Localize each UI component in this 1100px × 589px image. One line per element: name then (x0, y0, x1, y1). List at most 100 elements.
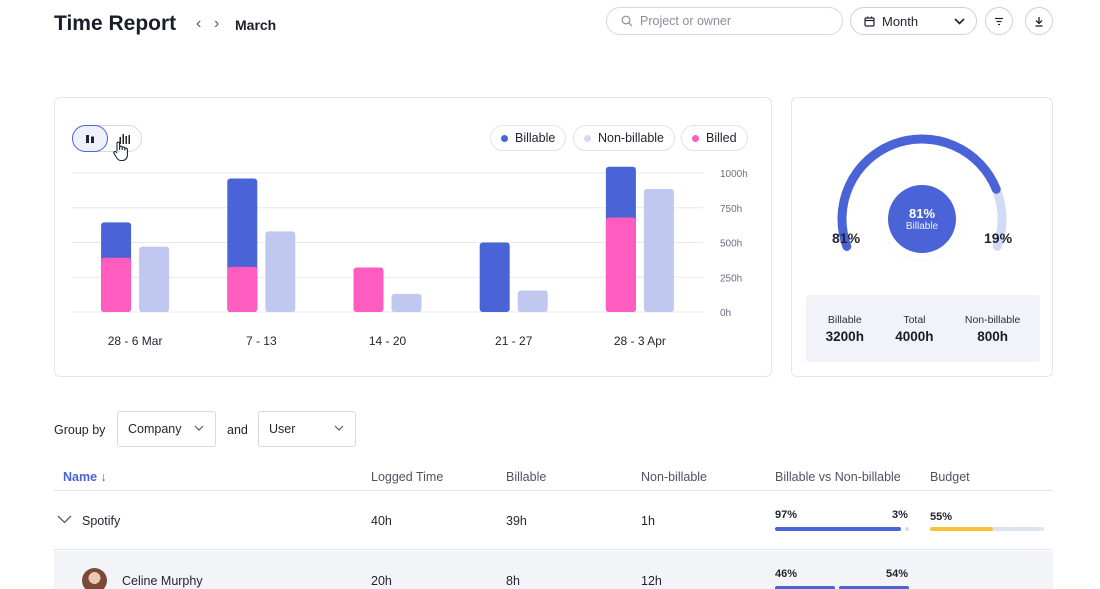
gauge-center-label: Billable (905, 221, 939, 232)
bar-nonbillable[interactable] (265, 231, 296, 312)
column-header-billable-vs-nonbillable[interactable]: Billable vs Non-billable (775, 470, 901, 484)
nonbillable-progress-bar (838, 586, 909, 589)
logged-time: 40h (371, 514, 392, 528)
hand-cursor-icon (113, 141, 128, 162)
select-value: User (269, 422, 296, 436)
bar-chart: 1000h 750h 500h 250h 0h 28 - 6 Mar 7 - 13 14 - … (72, 166, 748, 348)
download-button[interactable] (1025, 7, 1053, 35)
column-header-billable[interactable]: Billable (506, 470, 547, 484)
nonbillable-dot (584, 134, 591, 142)
period-select[interactable]: Month (850, 7, 977, 35)
current-month: March (235, 17, 277, 33)
x-tick-label: 21 - 27 (495, 334, 533, 348)
billed-dot (692, 134, 699, 142)
billable-progress-bar (775, 586, 835, 589)
table-row[interactable]: Spotify 40h 39h 1h 97% 3% 55% (54, 491, 1053, 550)
billable-progress-bar (775, 527, 902, 531)
bar-billed[interactable] (227, 266, 258, 312)
column-header-nonbillable[interactable]: Non-billable (641, 470, 708, 484)
legend-nonbillable[interactable]: Non-billable (573, 125, 676, 151)
total-value: 3200h (825, 328, 864, 344)
grouped-view-button[interactable] (106, 125, 142, 152)
nonbillable-time: 12h (641, 574, 662, 588)
billable-percent: 97% (775, 509, 798, 521)
total-nonbillable: Non-billable 800h (965, 314, 1020, 344)
column-header-name[interactable]: Name ↓ (63, 470, 107, 484)
search-icon (621, 15, 633, 27)
filter-button[interactable] (985, 7, 1013, 35)
column-header-logged-time[interactable]: Logged Time (371, 470, 444, 484)
bar-billed[interactable] (605, 217, 636, 312)
chevron-down-icon (954, 17, 965, 25)
calendar-icon (864, 16, 875, 27)
previous-month-button[interactable]: ‹ (196, 15, 202, 32)
bar-billed[interactable] (101, 257, 132, 312)
budget-progress-bar (930, 527, 993, 531)
total-label: Total (903, 313, 926, 326)
legend-label: Non-billable (598, 131, 665, 145)
download-icon (1035, 16, 1043, 27)
budget-percent: 55% (930, 511, 953, 523)
y-tick-label: 750h (720, 204, 742, 215)
column-header-budget[interactable]: Budget (930, 470, 970, 484)
period-label: Month (882, 13, 919, 29)
chevron-down-icon[interactable] (57, 515, 72, 524)
gauge-billable-percent: 81% (832, 230, 861, 246)
logged-time: 20h (371, 574, 392, 588)
bar-nonbillable[interactable] (391, 293, 422, 312)
chart-view-toggle (72, 125, 142, 152)
stacked-bars-icon (86, 134, 94, 143)
billable-dot (501, 134, 508, 142)
avatar (82, 568, 107, 589)
and-label: and (227, 423, 248, 437)
totals-summary: Billable 3200h Total 4000h Non-billable … (806, 295, 1040, 362)
x-tick-label: 28 - 3 Apr (614, 334, 666, 348)
total-all: Total 4000h (895, 314, 933, 344)
gauge-nonbillable-percent: 19% (984, 230, 1013, 246)
group-by-label: Group by (54, 423, 106, 437)
y-tick-label: 0h (720, 308, 731, 319)
billable-percent: 46% (775, 568, 798, 580)
page-title: Time Report (54, 12, 177, 35)
search-input[interactable] (640, 14, 820, 28)
select-value: Company (128, 422, 182, 436)
legend-billed[interactable]: Billed (681, 125, 748, 151)
search-box[interactable] (606, 7, 843, 35)
next-month-button[interactable]: › (214, 15, 220, 32)
row-name: Celine Murphy (122, 574, 203, 588)
total-label: Billable (827, 313, 862, 326)
bar-billable[interactable] (479, 242, 510, 313)
stacked-view-button[interactable] (72, 125, 108, 152)
gauge-center-percent: 81% (908, 206, 936, 221)
legend-label: Billed (706, 131, 737, 145)
header-divider (54, 490, 1053, 491)
bar-chart-card: 1000h 750h 500h 250h 0h 28 - 6 Mar 7 - 13 14 - … (54, 97, 772, 377)
nonbillable-time: 1h (641, 514, 655, 528)
bar-nonbillable[interactable] (139, 246, 170, 312)
legend-label: Billable (515, 131, 556, 145)
total-billable: Billable 3200h (826, 314, 864, 344)
chevron-down-icon (334, 425, 344, 431)
gauge-nonbillable-arc (992, 190, 1007, 251)
billable-time: 8h (506, 574, 520, 588)
x-tick-label: 28 - 6 Mar (108, 334, 163, 348)
legend-billable[interactable]: Billable (490, 125, 567, 151)
y-tick-label: 1000h (720, 169, 748, 180)
bar-nonbillable[interactable] (643, 188, 674, 312)
billable-gauge (837, 134, 1007, 251)
group-by-primary-select[interactable]: Company (117, 411, 216, 447)
filter-icon (995, 17, 1003, 25)
nonbillable-percent: 3% (892, 509, 908, 521)
y-tick-label: 250h (720, 273, 742, 284)
row-name: Spotify (82, 514, 121, 528)
total-value: 4000h (895, 328, 934, 344)
bar-nonbillable[interactable] (517, 290, 548, 312)
billable-gauge-card: 81% Billable 81% 19% Billable 3200h Tota… (791, 97, 1053, 377)
table-row[interactable]: Celine Murphy 20h 8h 12h 46% 54% (54, 551, 1053, 589)
bar-billed[interactable] (353, 267, 384, 312)
y-tick-label: 500h (720, 239, 742, 250)
chevron-down-icon (194, 425, 204, 431)
billable-time: 39h (506, 514, 527, 528)
gauge-center-badge: 81% Billable (888, 185, 956, 253)
group-by-secondary-select[interactable]: User (258, 411, 356, 447)
